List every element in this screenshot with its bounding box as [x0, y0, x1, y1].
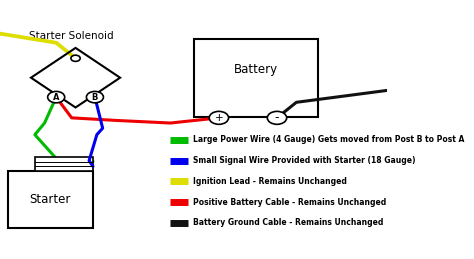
Circle shape	[48, 91, 64, 103]
Circle shape	[267, 111, 287, 124]
Text: Ignition Lead - Remains Unchanged: Ignition Lead - Remains Unchanged	[192, 177, 346, 186]
Circle shape	[71, 55, 80, 61]
Text: Battery Ground Cable - Remains Unchanged: Battery Ground Cable - Remains Unchanged	[192, 218, 383, 227]
Text: Large Power Wire (4 Gauge) Gets moved from Post B to Post A: Large Power Wire (4 Gauge) Gets moved fr…	[192, 135, 464, 144]
Text: Starter: Starter	[30, 193, 71, 206]
Text: B: B	[92, 93, 98, 102]
Text: Positive Battery Cable - Remains Unchanged: Positive Battery Cable - Remains Unchang…	[192, 198, 386, 206]
Bar	[35, 157, 93, 171]
Text: A: A	[53, 93, 59, 102]
Circle shape	[86, 91, 103, 103]
Bar	[8, 171, 93, 228]
Text: +: +	[215, 113, 223, 123]
Text: -: -	[275, 111, 279, 124]
Bar	[194, 39, 318, 117]
Text: Starter Solenoid: Starter Solenoid	[29, 31, 114, 41]
Circle shape	[209, 111, 228, 124]
Text: Battery: Battery	[234, 63, 278, 76]
Text: Small Signal Wire Provided with Starter (18 Gauge): Small Signal Wire Provided with Starter …	[192, 156, 415, 165]
